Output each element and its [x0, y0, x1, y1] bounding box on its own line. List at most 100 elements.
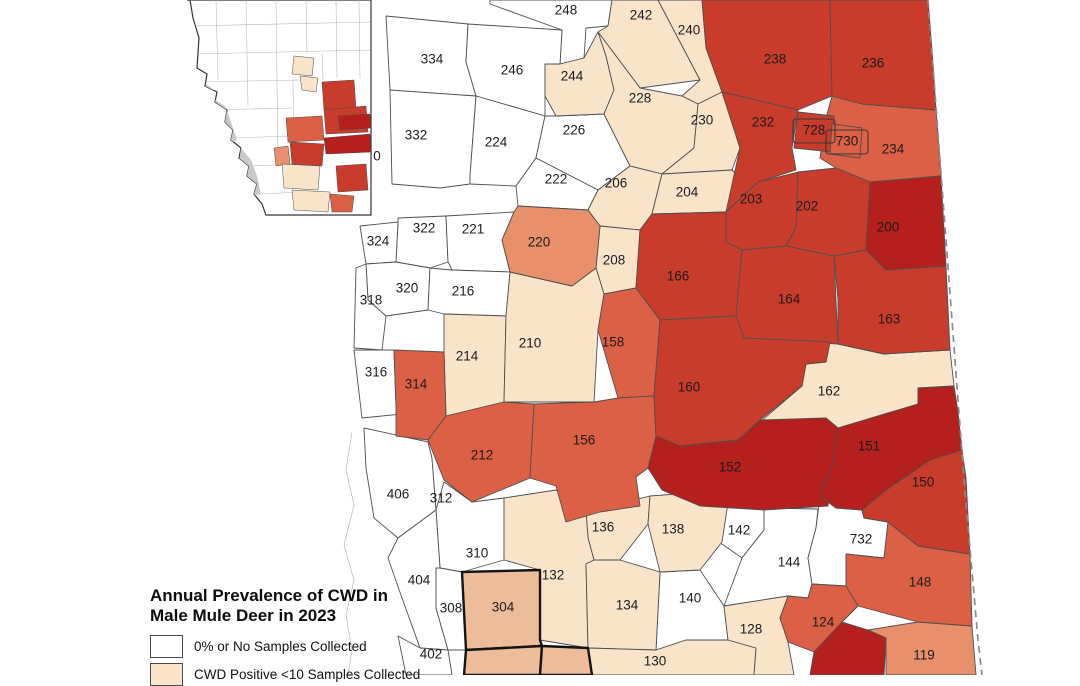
wmu-label-210: 210 [519, 336, 542, 351]
wmu-label-312: 312 [430, 491, 453, 506]
wmu-label-304: 304 [492, 600, 515, 615]
wmu-label-730: 730 [836, 134, 859, 149]
wmu-label-310: 310 [466, 546, 489, 561]
wmu-label-151: 151 [858, 439, 881, 454]
wmu-label-221: 221 [462, 222, 485, 237]
wmu-label-148: 148 [909, 575, 932, 590]
legend-title: Annual Prevalence of CWD in Male Mule De… [150, 586, 490, 627]
wmu-label-box-728 [792, 118, 836, 144]
inset-highlight-cluster [273, 55, 371, 213]
wmu-label-228: 228 [629, 91, 652, 106]
wmu-label-246: 246 [501, 63, 524, 78]
legend-item-label: CWD Positive <10 Samples Collected [194, 666, 421, 682]
wmu-label-732: 732 [850, 532, 873, 547]
wmu-region-220 [501, 205, 601, 287]
legend-item-0: 0% or No Samples Collected [150, 634, 490, 658]
wmu-label-318: 318 [360, 293, 383, 308]
wmu-label-162: 162 [818, 384, 841, 399]
wmu-label-150: 150 [912, 475, 935, 490]
wmu-label-202: 202 [796, 199, 819, 214]
wmu-label-140: 140 [679, 591, 702, 606]
wmu-label-220: 220 [528, 235, 551, 250]
wmu-label-316: 316 [365, 365, 388, 380]
wmu-region-166 [635, 211, 743, 321]
wmu-label-166: 166 [667, 269, 690, 284]
legend-swatch-lt10 [150, 662, 183, 686]
wmu-label-124: 124 [812, 615, 835, 630]
wmu-region-304 [460, 568, 544, 652]
map-legend: Annual Prevalence of CWD in Male Mule De… [150, 586, 490, 686]
wmu-label-232: 232 [752, 115, 775, 130]
wmu-label-334: 334 [421, 52, 444, 67]
legend-item-label: 0% or No Samples Collected [194, 638, 367, 654]
wmu-label-158: 158 [602, 335, 625, 350]
wmu-label-238: 238 [764, 52, 787, 67]
wmu-label-242: 242 [630, 8, 653, 23]
wmu-label-324: 324 [367, 234, 390, 249]
wmu-label-box-730 [825, 129, 869, 155]
wmu-label-204: 204 [676, 185, 699, 200]
wmu-label-136: 136 [592, 520, 615, 535]
wmu-region-151 [819, 385, 963, 511]
wmu-label-144: 144 [778, 555, 801, 570]
wmu-region-200 [865, 175, 947, 271]
wmu-label-128: 128 [740, 622, 763, 637]
wmu-region-156 [529, 395, 657, 523]
wmu-label-226: 226 [563, 123, 586, 138]
wmu-label-244: 244 [561, 69, 584, 84]
wmu-label-234: 234 [882, 142, 905, 157]
wmu-region-332 [389, 89, 477, 189]
wmu-label-138: 138 [662, 522, 685, 537]
wmu-label-212: 212 [471, 448, 494, 463]
wmu-label-160: 160 [678, 380, 701, 395]
wmu-region-unlabeled [538, 644, 594, 675]
wmu-region-unlabeled [809, 621, 887, 675]
west-boundary-line [343, 431, 355, 675]
legend-title-line1: Annual Prevalence of CWD in [150, 586, 389, 605]
wmu-region-232 [721, 91, 799, 213]
wmu-label-332: 332 [405, 128, 428, 143]
wmu-label-203: 203 [740, 192, 763, 207]
wmu-label-222: 222 [545, 172, 568, 187]
wmu-label-240: 240 [678, 23, 701, 38]
wmu-label-404: 404 [408, 573, 431, 588]
wmu-label-320: 320 [396, 281, 419, 296]
wmu-region-124 [779, 583, 859, 653]
provincial-boundary-dashed [927, 0, 983, 675]
wmu-label-248: 248 [555, 3, 578, 18]
wmu-label-0: 0 [373, 149, 381, 164]
wmu-label-224: 224 [485, 135, 508, 150]
legend-swatch-none [150, 634, 183, 658]
wmu-label-230: 230 [691, 113, 714, 128]
wmu-region-402 [397, 635, 453, 675]
wmu-region-318 [353, 263, 387, 351]
wmu-label-214: 214 [456, 349, 479, 364]
wmu-label-236: 236 [862, 56, 885, 71]
wmu-label-402: 402 [420, 647, 443, 662]
wmu-label-152: 152 [719, 460, 742, 475]
legend-title-line2: Male Mule Deer in 2023 [150, 606, 337, 626]
wmu-label-130: 130 [644, 654, 667, 669]
wmu-label-308: 308 [440, 601, 463, 616]
wmu-label-406: 406 [387, 487, 410, 502]
wmu-label-322: 322 [413, 221, 436, 236]
wmu-region-unlabeled [462, 644, 544, 675]
wmu-label-119: 119 [913, 648, 935, 663]
wmu-label-132: 132 [542, 568, 565, 583]
wmu-label-142: 142 [728, 523, 751, 538]
wmu-label-208: 208 [603, 253, 626, 268]
wmu-label-164: 164 [778, 292, 801, 307]
wmu-region-730 [829, 123, 863, 159]
wmu-label-134: 134 [616, 598, 639, 613]
wmu-label-206: 206 [605, 176, 628, 191]
wmu-label-216: 216 [452, 284, 475, 299]
wmu-label-200: 200 [877, 220, 900, 235]
legend-item-1: CWD Positive <10 Samples Collected [150, 662, 490, 686]
wmu-label-156: 156 [573, 433, 596, 448]
wmu-label-163: 163 [878, 312, 901, 327]
wmu-label-728: 728 [803, 123, 826, 138]
inset-map-alberta [187, 0, 372, 216]
wmu-label-314: 314 [405, 377, 428, 392]
wmu-region-214 [443, 313, 507, 417]
